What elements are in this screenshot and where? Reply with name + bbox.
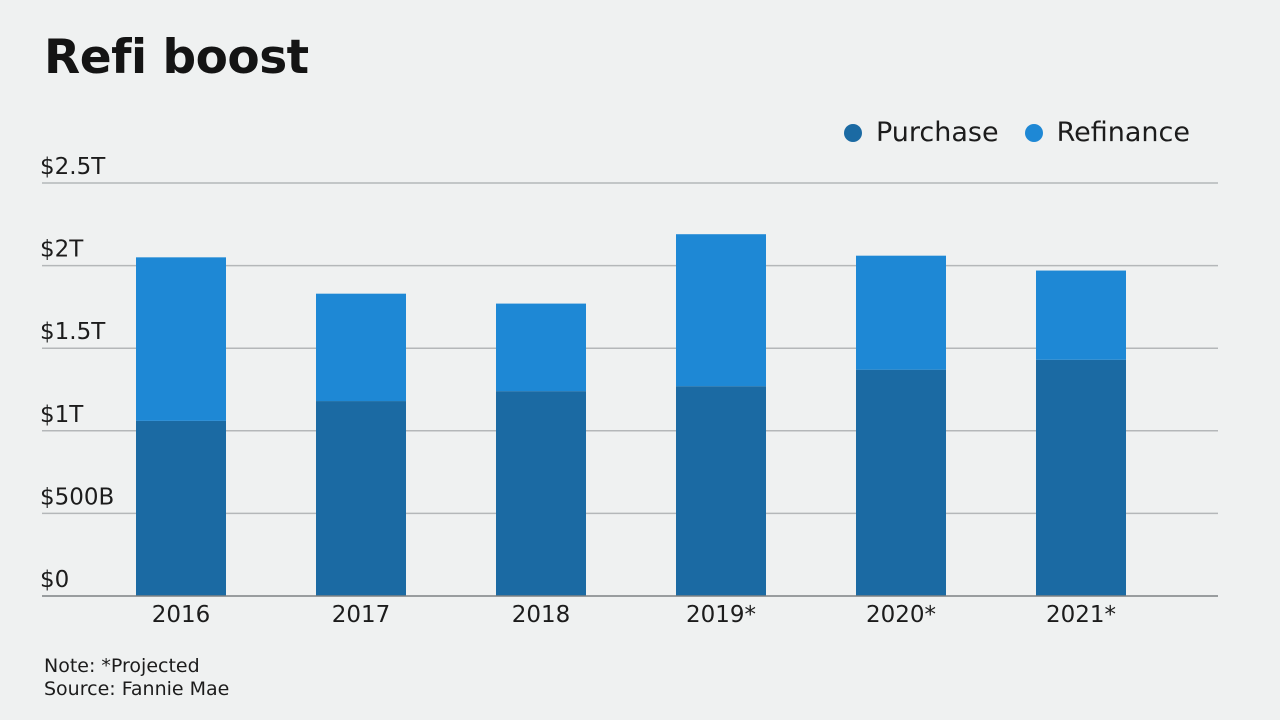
legend-item-purchase: Purchase <box>843 117 999 148</box>
bar-refinance-2016 <box>136 257 226 421</box>
bar-refinance-2019 <box>676 234 766 387</box>
chart-bars <box>136 234 1126 596</box>
bar-purchase-2020 <box>856 369 946 596</box>
bar-refinance-2017 <box>316 293 406 402</box>
y-tick-label: $500B <box>40 484 114 510</box>
bar-purchase-2016 <box>136 420 226 596</box>
bar-purchase-2018 <box>496 391 586 596</box>
y-tick-label: $0 <box>40 567 69 593</box>
legend-label-refinance: Refinance <box>1056 117 1190 148</box>
chart-axes: $0 $500B $1T $1.5T $2T $2.5T 2016 2017 2018 2019*… <box>40 154 1218 628</box>
chart-gridlines <box>42 182 1218 515</box>
x-tick-label: 2017 <box>332 602 391 628</box>
bar-refinance-2021 <box>1036 270 1126 360</box>
chart-note: Note: *Projected <box>44 655 200 677</box>
x-tick-label: 2021* <box>1046 602 1116 628</box>
x-tick-label: 2018 <box>512 602 571 628</box>
legend-swatch-purchase <box>843 123 862 142</box>
y-tick-label: $1T <box>40 402 84 428</box>
chart-source: Source: Fannie Mae <box>44 678 230 700</box>
legend-item-refinance: Refinance <box>1024 117 1190 148</box>
y-tick-label: $2.5T <box>40 154 106 180</box>
y-tick-label: $2T <box>40 237 84 263</box>
bar-purchase-2021 <box>1036 359 1126 596</box>
chart-footer: Note: *Projected Source: Fannie Mae <box>44 655 229 701</box>
x-tick-label: 2016 <box>152 602 211 628</box>
chart-title: Refi boost <box>44 30 309 85</box>
bar-purchase-2019 <box>676 386 766 596</box>
bar-refinance-2020 <box>856 255 946 370</box>
legend-label-purchase: Purchase <box>875 117 999 148</box>
y-tick-label: $1.5T <box>40 319 106 345</box>
x-tick-label: 2019* <box>686 602 756 628</box>
chart-legend: Purchase Refinance <box>843 117 1190 148</box>
legend-swatch-refinance <box>1024 123 1043 142</box>
bar-refinance-2018 <box>496 303 586 392</box>
x-tick-label: 2020* <box>866 602 936 628</box>
bar-purchase-2017 <box>316 401 406 596</box>
